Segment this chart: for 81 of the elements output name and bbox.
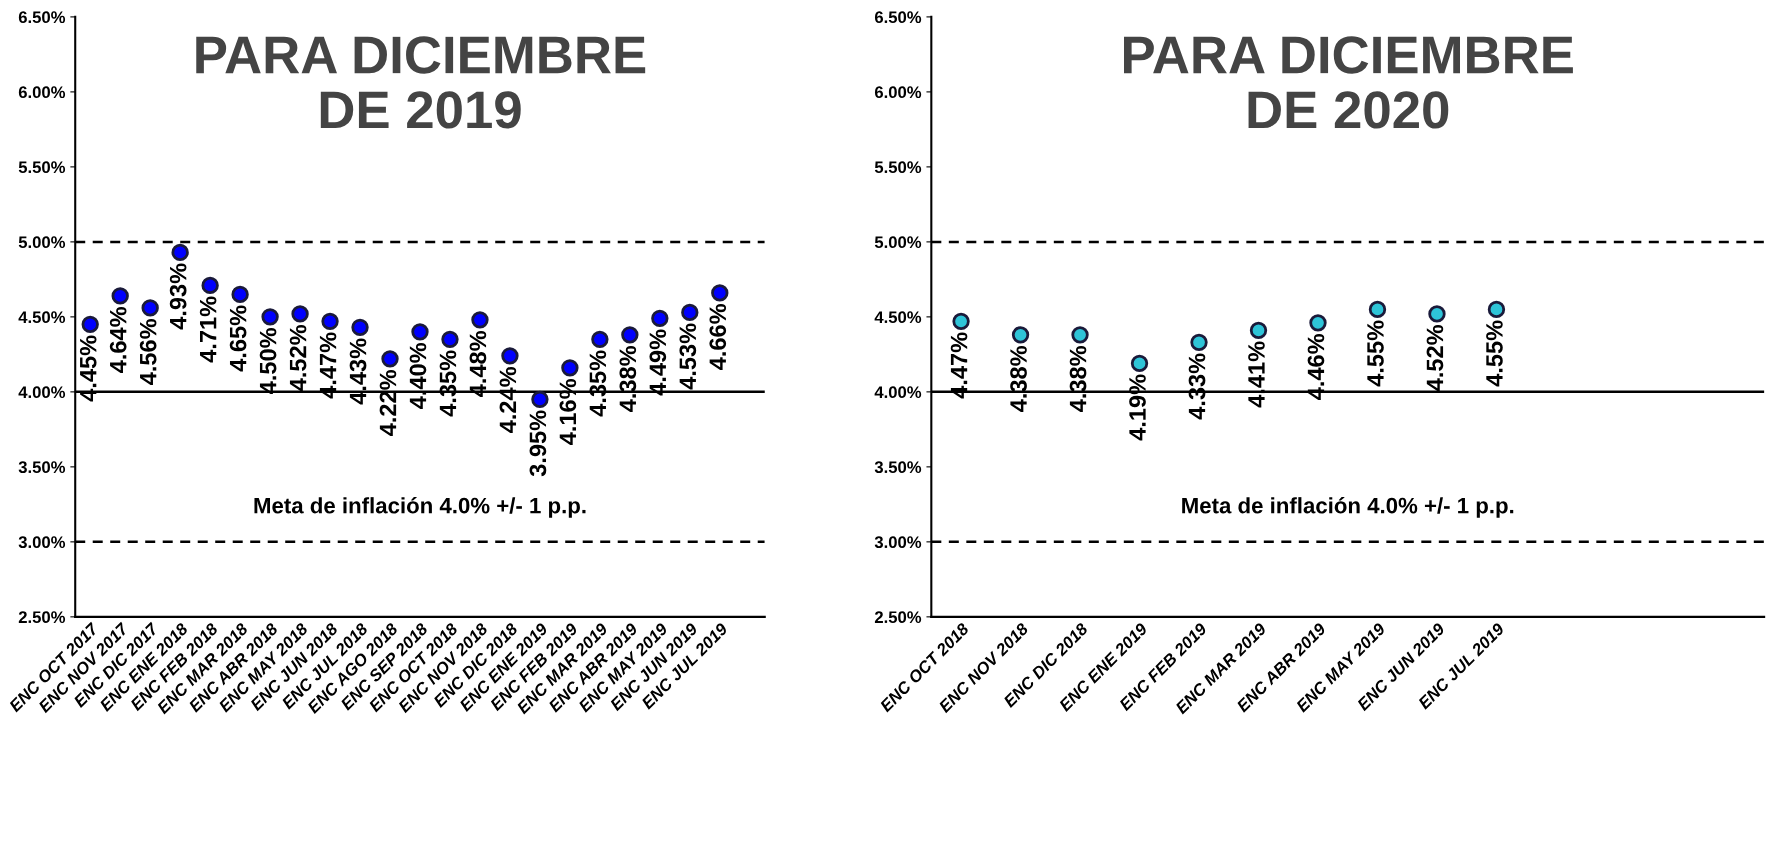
y-tick-label: 4.50% bbox=[18, 311, 66, 324]
annotation: Meta de inflación 4.0% +/- 1 p.p. bbox=[1182, 496, 1514, 518]
y-tick-label: 5.00% bbox=[18, 236, 66, 249]
point bbox=[201, 276, 219, 295]
data-label: 4.55% bbox=[1486, 320, 1503, 387]
y-tick-label: 3.50% bbox=[874, 461, 922, 474]
point bbox=[261, 308, 279, 326]
data-label: 4.47% bbox=[950, 332, 968, 399]
data-label: 4.38% bbox=[1010, 345, 1027, 412]
data-label: 4.93% bbox=[169, 263, 187, 330]
y-tick-label: 3.00% bbox=[874, 536, 922, 549]
data-label: 4.50% bbox=[259, 327, 277, 394]
point bbox=[381, 350, 399, 368]
data-label: 4.40% bbox=[409, 342, 427, 409]
point bbox=[711, 284, 729, 302]
data-label: 4.41% bbox=[1248, 341, 1265, 408]
point bbox=[291, 305, 309, 323]
y-tick-label: 3.00% bbox=[18, 536, 66, 549]
y-tick-label: 6.50% bbox=[18, 11, 66, 24]
point bbox=[471, 311, 489, 329]
point bbox=[81, 315, 99, 334]
y-tick-label: 5.50% bbox=[874, 161, 922, 174]
point bbox=[531, 390, 549, 409]
point bbox=[1011, 326, 1030, 344]
point bbox=[141, 299, 159, 317]
text: PARA DICIEMBRE DE 2019 bbox=[196, 36, 646, 129]
point bbox=[651, 309, 669, 328]
data-label: 4.65% bbox=[229, 305, 247, 372]
point bbox=[621, 326, 639, 344]
y-tick-label: 3.50% bbox=[18, 461, 66, 474]
y-tick-label: 2.50% bbox=[18, 611, 66, 624]
data-label: 4.47% bbox=[319, 332, 337, 399]
data-label: 4.55% bbox=[1367, 320, 1384, 387]
point bbox=[351, 318, 369, 337]
data-label: 4.53% bbox=[679, 323, 697, 390]
annotation: Meta de inflación 4.0% +/- 1 p.p. bbox=[254, 496, 586, 518]
point bbox=[501, 347, 519, 365]
data-label: 4.49% bbox=[649, 329, 667, 396]
point bbox=[1368, 300, 1387, 319]
data-label: 4.38% bbox=[1069, 345, 1087, 412]
y-tick-label: 2.50% bbox=[874, 611, 922, 624]
point bbox=[561, 359, 579, 377]
data-label: 4.35% bbox=[439, 350, 457, 417]
data-label: 4.71% bbox=[199, 296, 217, 363]
y-tick-label: 6.50% bbox=[874, 11, 922, 24]
data-label: 3.95% bbox=[529, 410, 547, 477]
point bbox=[952, 312, 970, 331]
y-tick-label: 6.00% bbox=[874, 86, 922, 99]
point bbox=[1487, 300, 1506, 319]
data-label: 4.48% bbox=[469, 330, 487, 397]
point bbox=[1249, 321, 1268, 340]
point bbox=[231, 285, 249, 304]
point bbox=[111, 287, 129, 305]
data-label: 4.35% bbox=[589, 350, 607, 417]
y-tick-label: 4.00% bbox=[874, 386, 922, 399]
y-tick-label: 6.00% bbox=[18, 86, 66, 99]
point bbox=[681, 303, 699, 322]
point bbox=[1428, 305, 1446, 323]
point bbox=[1309, 314, 1327, 332]
y-tick-label: 4.50% bbox=[874, 311, 922, 324]
point bbox=[441, 330, 459, 349]
point bbox=[411, 323, 429, 341]
data-label: 4.43% bbox=[349, 338, 367, 405]
y-tick-label: 5.50% bbox=[18, 161, 66, 174]
y-tick-label: 4.00% bbox=[18, 386, 66, 399]
point bbox=[321, 312, 339, 331]
point bbox=[1130, 354, 1149, 373]
point bbox=[1071, 326, 1089, 344]
data-label: 4.52% bbox=[289, 324, 307, 391]
data-label: 4.52% bbox=[1426, 324, 1444, 391]
data-label: 4.66% bbox=[709, 303, 727, 370]
data-label: 4.38% bbox=[619, 345, 637, 412]
point bbox=[1190, 333, 1208, 352]
y-tick-label: 5.00% bbox=[874, 236, 922, 249]
text: PARA DICIEMBRE DE 2020 bbox=[1124, 36, 1573, 129]
data-label: 4.56% bbox=[139, 318, 157, 385]
data-label: 4.19% bbox=[1129, 374, 1146, 441]
point bbox=[171, 243, 189, 262]
point bbox=[591, 330, 609, 349]
data-label: 4.64% bbox=[109, 306, 127, 373]
data-label: 4.22% bbox=[379, 369, 397, 436]
